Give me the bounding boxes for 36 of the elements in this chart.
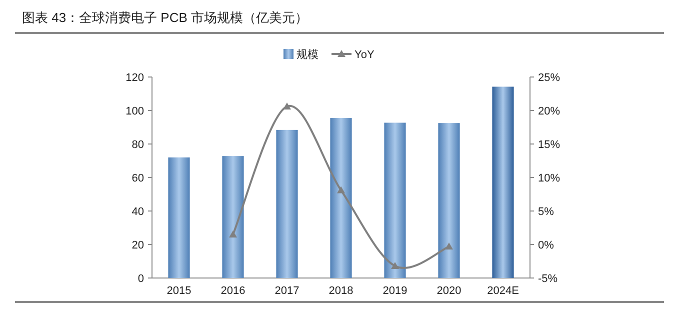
y2-tick-label: 5% [538, 206, 554, 218]
point [445, 242, 453, 250]
y-tick-label: 40 [132, 206, 144, 218]
point [337, 186, 345, 194]
x-tick-label: 2015 [166, 285, 192, 297]
bar [384, 122, 406, 278]
bar [222, 156, 244, 278]
bar [492, 86, 514, 278]
x-tick-label: 2017 [274, 285, 300, 297]
bar [276, 130, 298, 278]
x-tick-label: 2024E [487, 285, 519, 297]
bar [438, 123, 460, 278]
y-tick-label: 100 [126, 106, 144, 118]
y2-tick-label: 20% [538, 106, 560, 118]
point [391, 262, 399, 269]
point [229, 230, 237, 238]
y2-tick-label: 0% [538, 240, 554, 252]
y-tick-label: 60 [132, 172, 144, 184]
x-tick-label: 2020 [436, 285, 462, 297]
y2-tick-label: -5% [538, 273, 558, 285]
x-tick-label: 2019 [382, 285, 408, 297]
y2-tick-label: 25% [538, 72, 560, 84]
legend-label: YoY [354, 49, 375, 61]
bar [330, 118, 352, 278]
x-tick-label: 2018 [328, 285, 354, 297]
y2-tick-label: 10% [538, 172, 560, 184]
legend-label: 规模 [296, 49, 318, 61]
y-tick-label: 80 [132, 139, 144, 151]
y-tick-label: 20 [132, 240, 144, 252]
bar [168, 157, 190, 278]
point [283, 102, 291, 110]
chart-title: 图表 43：全球消费电子 PCB 市场规模（亿美元） [22, 10, 308, 25]
x-tick-label: 2016 [220, 285, 246, 297]
y-tick-label: 120 [126, 72, 144, 84]
y2-tick-label: 15% [538, 139, 560, 151]
y-tick-label: 0 [138, 273, 144, 285]
